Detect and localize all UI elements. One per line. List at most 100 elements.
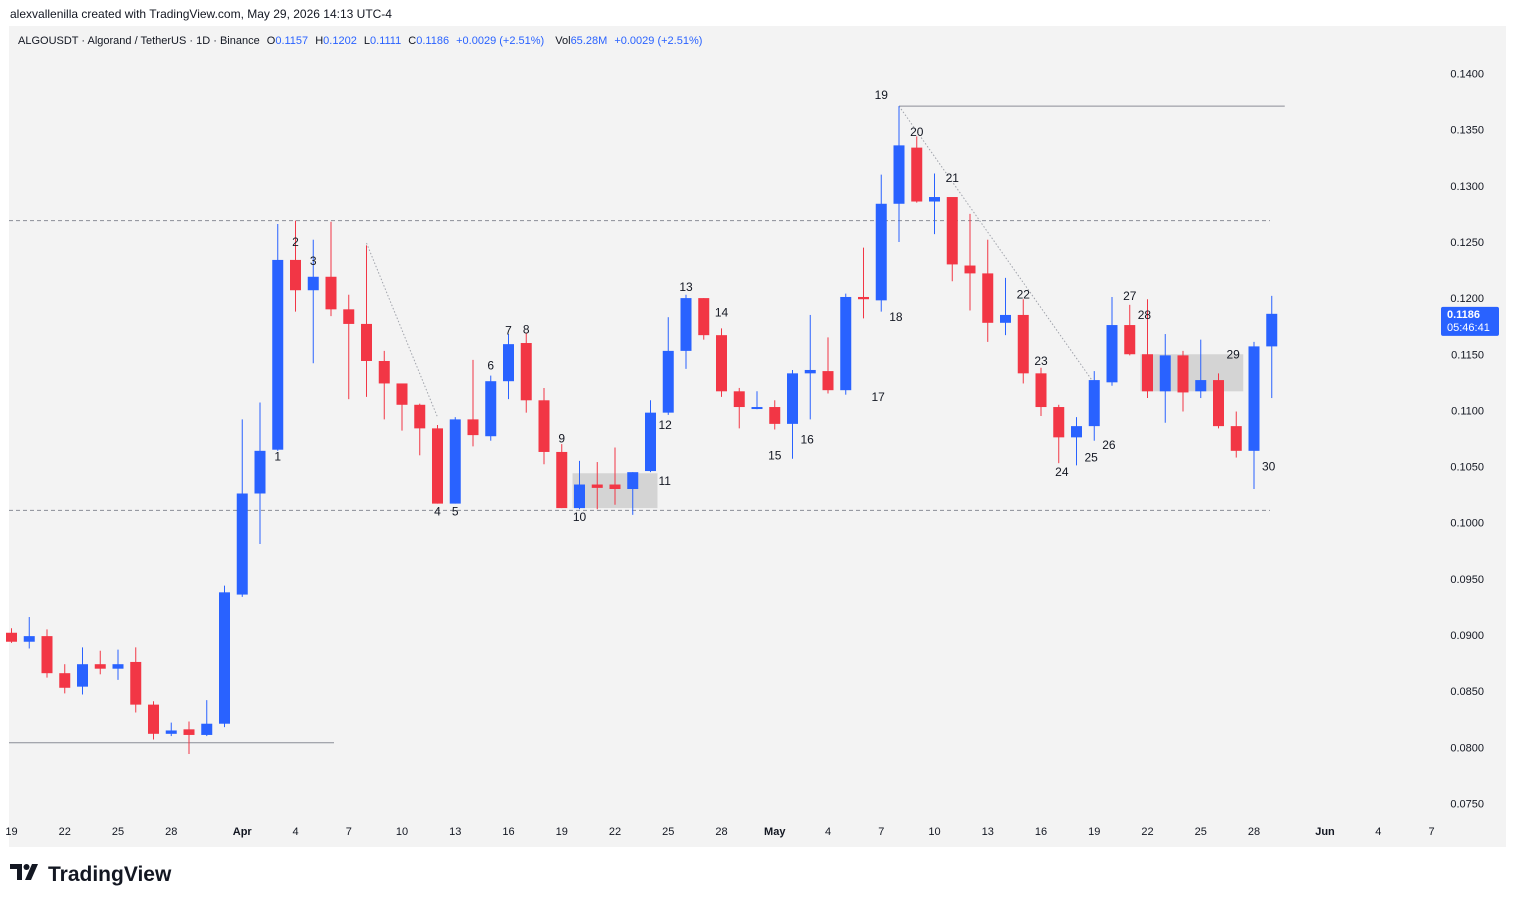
candle-up[interactable] — [1071, 417, 1082, 466]
candle-down[interactable] — [130, 647, 142, 713]
candle-up[interactable] — [165, 722, 177, 737]
candle-down[interactable] — [148, 701, 159, 740]
candle-up[interactable] — [23, 617, 35, 649]
candle-down[interactable] — [343, 294, 355, 400]
swing-count-label: 16 — [801, 433, 815, 447]
candle-up[interactable] — [574, 460, 585, 510]
candle-down[interactable] — [1035, 367, 1047, 417]
candle-down[interactable] — [769, 400, 781, 430]
candle-down[interactable] — [378, 350, 390, 420]
candle-body — [396, 383, 408, 405]
candle-down[interactable] — [94, 650, 106, 675]
candle-up[interactable] — [77, 647, 88, 695]
candle-up[interactable] — [272, 223, 284, 451]
candle-down[interactable] — [911, 136, 923, 203]
candle-down[interactable] — [556, 444, 568, 509]
candle-up[interactable] — [1106, 296, 1118, 386]
candle-down[interactable] — [946, 197, 958, 282]
price-tick-label: 0.0850 — [1450, 686, 1484, 698]
candle-up[interactable] — [1000, 277, 1011, 336]
candle-down[interactable] — [964, 213, 976, 311]
candle-down[interactable] — [609, 447, 621, 505]
candle-body — [591, 484, 603, 488]
time-tick-label: 28 — [165, 826, 177, 838]
candle-down[interactable] — [698, 298, 710, 340]
candle-down[interactable] — [1177, 350, 1189, 412]
candle-body — [751, 407, 763, 410]
candle-up[interactable] — [680, 294, 692, 369]
candle-up[interactable] — [840, 293, 852, 395]
tradingview-logo-text: TradingView — [48, 862, 172, 886]
candle-up[interactable] — [485, 375, 497, 441]
candle-down[interactable] — [982, 239, 994, 342]
candle-down[interactable] — [716, 328, 727, 397]
candle-down[interactable] — [733, 387, 745, 429]
candle-down[interactable] — [538, 387, 550, 465]
candle-down[interactable] — [414, 403, 426, 456]
candle-up[interactable] — [1159, 334, 1171, 423]
swing-count-label: 11 — [659, 474, 672, 488]
candle-up[interactable] — [1088, 371, 1100, 441]
candle-down[interactable] — [41, 629, 53, 678]
candle-body — [1088, 380, 1100, 427]
swing-count-label: 13 — [679, 280, 693, 294]
candle-up[interactable] — [449, 417, 461, 504]
time-tick-label: 10 — [928, 826, 940, 838]
candle-down[interactable] — [467, 359, 479, 447]
trend-line[interactable] — [898, 105, 1095, 384]
candle-down[interactable] — [325, 221, 337, 317]
candle-up[interactable] — [1195, 339, 1207, 399]
candle-down[interactable] — [858, 247, 869, 319]
candle-up[interactable] — [662, 317, 674, 415]
candle-up[interactable] — [201, 700, 213, 737]
candle-up[interactable] — [787, 369, 798, 459]
candle-body — [804, 369, 816, 374]
candle-down[interactable] — [1213, 373, 1224, 429]
candle-up[interactable] — [219, 585, 230, 728]
candle-down[interactable] — [1017, 299, 1029, 384]
price-axis: 0.1400 0.1350 0.1300 0.1250 0.1200 0.1150 0.11… — [1450, 69, 1484, 811]
candle-body — [148, 704, 159, 734]
candle-down[interactable] — [822, 337, 834, 394]
candle-up[interactable] — [804, 314, 816, 420]
candle-up[interactable] — [875, 174, 887, 312]
candle-down[interactable] — [396, 383, 408, 431]
candle-up[interactable] — [307, 239, 319, 364]
candle-down[interactable] — [6, 628, 17, 643]
candle-up[interactable] — [929, 173, 940, 235]
candle-up[interactable] — [112, 649, 124, 680]
time-tick-label: 25 — [1195, 826, 1207, 838]
candle-up[interactable] — [645, 400, 656, 473]
candle-up[interactable] — [1248, 341, 1260, 490]
price-tick-label: 0.1250 — [1450, 237, 1484, 249]
candle-body — [964, 265, 976, 274]
candle-up[interactable] — [893, 106, 905, 242]
symbol-title[interactable]: ALGOUSDT · Algorand / TetherUS · 1D · Bi… — [18, 35, 260, 47]
candle-down[interactable] — [1124, 304, 1136, 356]
time-tick-label: 19 — [5, 826, 17, 838]
time-tick-label: 19 — [556, 826, 568, 838]
candle-up[interactable] — [236, 419, 248, 597]
candle-body — [1000, 314, 1011, 323]
candle-down[interactable] — [1230, 411, 1242, 458]
candle-down[interactable] — [1142, 299, 1153, 399]
candle-down[interactable] — [59, 664, 71, 694]
candle-down[interactable] — [591, 462, 603, 510]
consolidation-zone[interactable] — [1140, 354, 1244, 392]
candle-down[interactable] — [432, 424, 443, 504]
candle-up[interactable] — [254, 402, 266, 545]
price-tick-label: 0.0750 — [1450, 798, 1484, 810]
tradingview-branding[interactable]: TradingView — [10, 862, 171, 887]
candle-up[interactable] — [503, 334, 514, 400]
candle-down[interactable] — [1053, 404, 1065, 464]
candle-down[interactable] — [520, 332, 532, 413]
candle-down[interactable] — [361, 245, 372, 397]
time-tick-label: 7 — [1428, 826, 1434, 838]
candle-up[interactable] — [627, 472, 639, 515]
candle-up[interactable] — [1266, 295, 1278, 399]
swing-count-label: 29 — [1227, 347, 1241, 361]
candle-up[interactable] — [751, 391, 763, 410]
candle-down[interactable] — [290, 220, 301, 312]
candle-down[interactable] — [183, 721, 195, 755]
